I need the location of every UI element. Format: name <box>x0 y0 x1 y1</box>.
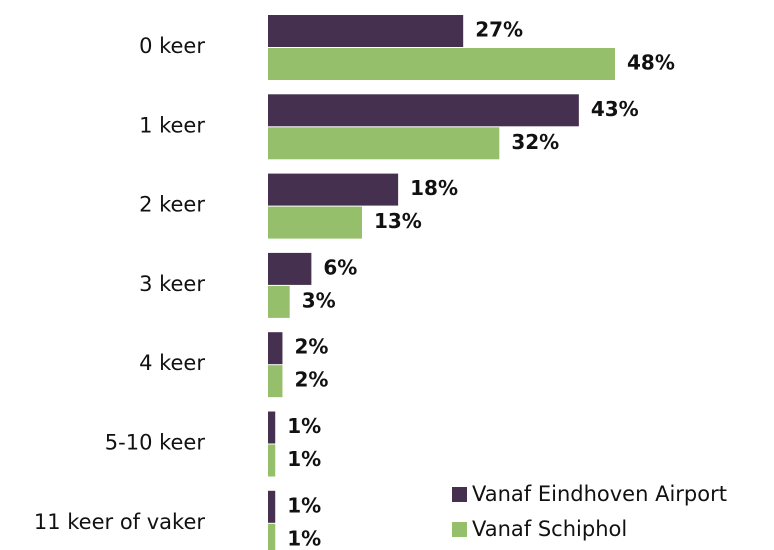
data-label: 18% <box>410 176 458 200</box>
bar <box>268 490 276 523</box>
category-label: 0 keer <box>139 34 205 58</box>
legend-label: Vanaf Eindhoven Airport <box>472 482 727 506</box>
data-label: 2% <box>294 335 328 359</box>
data-label: 1% <box>287 447 321 471</box>
legend-swatch <box>452 487 467 502</box>
data-label: 1% <box>287 526 321 550</box>
bar <box>268 173 399 206</box>
data-label: 1% <box>287 414 321 438</box>
data-label: 43% <box>591 97 639 121</box>
bar <box>268 365 283 398</box>
bar <box>268 285 290 318</box>
bar <box>268 252 312 285</box>
data-label: 27% <box>475 18 523 42</box>
legend-swatch <box>452 522 467 537</box>
category-label: 11 keer of vaker <box>34 510 206 534</box>
data-label: 48% <box>627 51 675 75</box>
bar <box>268 15 464 47</box>
data-label: 6% <box>323 255 357 279</box>
bar <box>268 411 276 444</box>
bar <box>268 127 500 160</box>
bar <box>268 332 283 365</box>
bar <box>268 206 362 239</box>
bar <box>268 94 579 127</box>
category-label: 1 keer <box>139 113 205 137</box>
data-label: 32% <box>511 130 559 154</box>
bar <box>268 444 276 477</box>
category-label: 2 keer <box>139 193 205 217</box>
data-label: 3% <box>302 288 336 312</box>
data-label: 1% <box>287 493 321 517</box>
data-label: 13% <box>374 209 422 233</box>
bar <box>268 48 615 80</box>
bar <box>268 523 276 550</box>
category-label: 4 keer <box>139 351 205 375</box>
category-label: 3 keer <box>139 272 205 296</box>
category-label: 5-10 keer <box>105 431 206 455</box>
legend-label: Vanaf Schiphol <box>472 517 627 541</box>
data-label: 2% <box>294 368 328 392</box>
